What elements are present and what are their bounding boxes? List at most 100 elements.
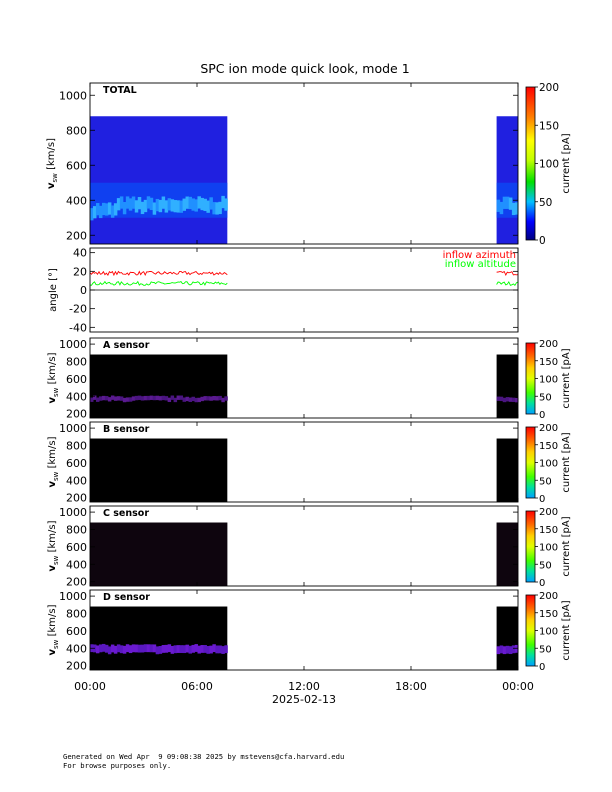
spectrogram-core-cell — [508, 646, 513, 655]
spectrogram-core-cell — [170, 199, 175, 212]
colorbar-a — [525, 342, 536, 415]
y-tick-label: 200 — [66, 576, 87, 589]
spectrogram-core-cell — [502, 196, 507, 209]
spectrogram-core-cell — [104, 203, 109, 216]
spectrogram-core-cell — [197, 196, 201, 209]
spectrogram-core-cell — [496, 646, 501, 655]
spectrogram-core-cell — [90, 397, 94, 402]
y-tick-label: 800 — [66, 607, 87, 620]
y-tick-label: 200 — [66, 492, 87, 505]
y-tick-label: 800 — [66, 124, 87, 137]
spectrogram-background — [496, 606, 518, 670]
footer-generated: Generated on Wed Apr 9 09:08:38 2025 by … — [63, 752, 345, 761]
spectrogram-core-cell — [152, 202, 157, 215]
spectrogram-core-cell — [496, 199, 501, 212]
x-axis-date-label: 2025-02-13 — [272, 693, 336, 706]
spectrogram-core-cell — [176, 200, 181, 213]
panel-label: A sensor — [103, 340, 150, 351]
spectrogram-core-cell — [164, 200, 169, 213]
colorbar-tick-label: 0 — [539, 662, 545, 673]
spectrogram-core-cell — [173, 645, 178, 654]
y-axis-label: angle [°] — [48, 268, 59, 312]
spectrogram-core-cell — [119, 396, 124, 401]
x-tick-label: 00:00 — [502, 680, 534, 693]
colorbar-tick-label: 50 — [539, 644, 552, 655]
y-tick-label: 600 — [66, 541, 87, 554]
spectrogram-core-cell — [113, 396, 118, 401]
spectrogram-core-cell — [155, 395, 160, 401]
spectrogram-core-cell — [505, 645, 510, 654]
spectrogram-core-cell — [146, 644, 151, 653]
colorbar-tick-label: 200 — [539, 423, 558, 434]
panel-total: 0 50 100 150 200 current [pA] vsw [km/s] TOTAL 2… — [46, 82, 572, 247]
spectrogram-core-cell — [92, 395, 97, 400]
spectrogram-core-cell — [173, 397, 178, 403]
spectrogram-core-cell — [125, 397, 130, 402]
colorbar-tick-label: 100 — [539, 627, 558, 638]
y-tick-label: 800 — [66, 355, 87, 368]
spectrogram-core-cell — [146, 196, 151, 209]
spectrogram-core-cell — [95, 203, 100, 216]
colorbar-label: current [pA] — [561, 348, 572, 408]
spectrogram-core-cell — [499, 396, 504, 402]
spectrogram-core-cell — [212, 202, 216, 215]
spectrogram-core-cell — [511, 645, 516, 654]
spectrogram-core-cell — [128, 397, 133, 402]
spectrogram-core-cell — [149, 395, 154, 400]
y-tick-label: 600 — [66, 159, 87, 172]
colorbar-tick-label: 0 — [539, 410, 545, 421]
spectrogram-core-cell — [215, 202, 219, 215]
spectrogram-core-cell — [221, 195, 225, 209]
legend-altitude: inflow altitude — [445, 259, 516, 270]
spectrogram-core-cell — [131, 196, 136, 209]
spectrogram-core-cell — [209, 396, 213, 401]
spectrogram-core-cell — [203, 198, 207, 212]
spectrogram-core-cell — [191, 198, 195, 211]
spectrogram-core-cell — [110, 205, 115, 218]
spectrogram-core-cell — [143, 199, 148, 213]
spectrogram-core-cell — [110, 395, 115, 400]
colorbar-c — [525, 510, 536, 583]
spectrogram-core-cell — [95, 397, 100, 402]
y-tick-label: 800 — [66, 523, 87, 536]
spectrogram-core-cell — [203, 645, 207, 653]
spectrogram-core-cell — [200, 197, 204, 211]
spectrogram-core-cell — [170, 395, 175, 400]
colorbar-tick-label: 50 — [539, 392, 552, 403]
spectrogram-core-cell — [167, 198, 172, 211]
colorbar-label: current [pA] — [561, 600, 572, 660]
spectrogram-background — [496, 354, 518, 418]
spectrogram-core-cell — [188, 397, 192, 402]
panel-label: D sensor — [103, 592, 150, 603]
colorbar-b — [525, 426, 536, 499]
spectrogram-background — [90, 116, 228, 244]
x-tick-label: 00:00 — [74, 680, 106, 693]
spectrogram-core-cell — [191, 644, 195, 653]
colorbar-tick-label: 0 — [539, 578, 545, 589]
spectrogram-core-cell — [140, 644, 145, 653]
spectrogram-core-cell — [212, 395, 216, 401]
colorbar-label: current [pA] — [561, 516, 572, 576]
colorbar-tick-label: 50 — [539, 476, 552, 487]
spectrogram-core-cell — [164, 396, 169, 401]
x-tick-label: 12:00 — [288, 680, 320, 693]
colorbar-label: current [pA] — [561, 432, 572, 492]
y-tick-label: 400 — [66, 642, 87, 655]
spectrogram-core-cell — [194, 199, 198, 212]
spectrogram-core-cell — [116, 396, 121, 401]
spectrogram-core-cell — [164, 644, 169, 653]
spectrogram-core-cell — [185, 196, 190, 209]
spectrogram-core-cell — [185, 644, 190, 653]
spectrogram-core-cell — [92, 206, 97, 219]
spectrogram-core-cell — [143, 395, 148, 401]
spectrogram-core-cell — [161, 645, 166, 653]
spectrogram-core-cell — [98, 396, 103, 401]
spectrogram-core-cell — [143, 644, 148, 653]
spectrogram-core-cell — [502, 646, 507, 655]
colorbar-tick-label: 50 — [539, 197, 552, 209]
